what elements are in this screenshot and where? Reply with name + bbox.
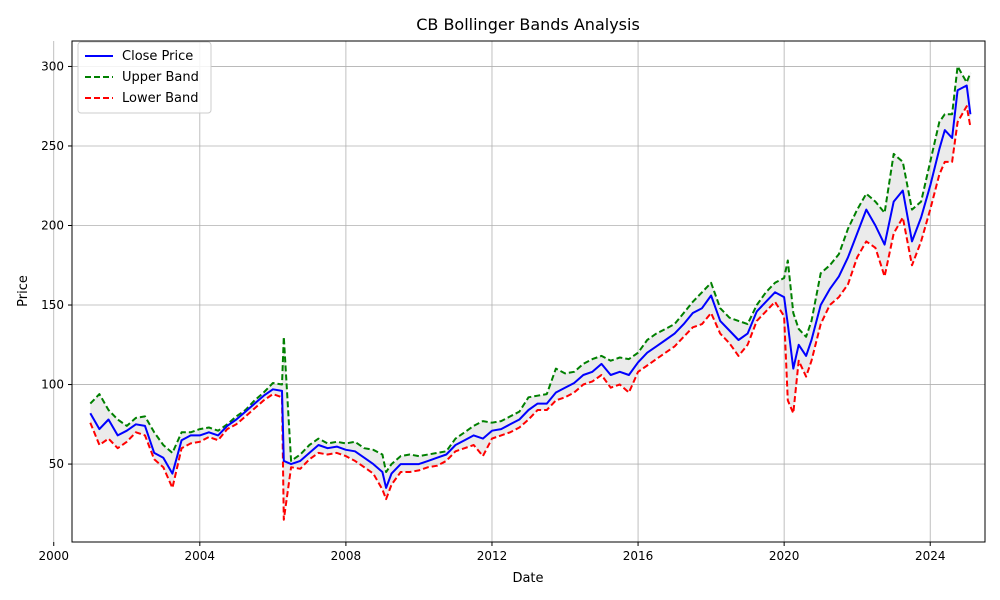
x-tick-label: 2000 [38, 549, 69, 563]
y-tick-label: 250 [41, 139, 64, 153]
legend-label-lower: Lower Band [122, 91, 198, 106]
x-tick-label: 2020 [769, 549, 800, 563]
legend-label-upper: Upper Band [122, 70, 199, 85]
x-tick-label: 2024 [915, 549, 946, 563]
plot-frame [71, 40, 986, 543]
x-tick-label: 2008 [331, 549, 362, 563]
y-tick-label: 100 [41, 378, 64, 392]
y-tick-label: 150 [41, 298, 64, 312]
y-tick-label: 300 [41, 59, 64, 73]
x-tick-label: 2012 [477, 549, 508, 563]
y-tick-label: 200 [41, 218, 64, 232]
grid-lines [53, 41, 985, 542]
x-axis-label: Date [512, 571, 543, 586]
legend: Close Price Upper Band Lower Band [77, 41, 212, 114]
series-group [89, 65, 972, 521]
x-tick-label: 2016 [623, 549, 654, 563]
x-tick-label: 2004 [185, 549, 216, 563]
legend-label-close: Close Price [122, 49, 193, 64]
series-line-lower-band [89, 105, 972, 521]
series-line-close-price [89, 84, 972, 489]
plot-area [89, 65, 972, 521]
y-axis-label: Price [16, 275, 31, 307]
y-tick-label: 50 [49, 457, 64, 471]
chart-title: CB Bollinger Bands Analysis [416, 15, 640, 34]
y-axis-ticks: 50 100 150 200 250 300 [41, 59, 72, 471]
x-axis-ticks: 2000 2004 2008 2012 2016 2020 2024 [38, 542, 945, 563]
legend-box [77, 41, 212, 114]
series-line-upper-band [89, 65, 972, 473]
